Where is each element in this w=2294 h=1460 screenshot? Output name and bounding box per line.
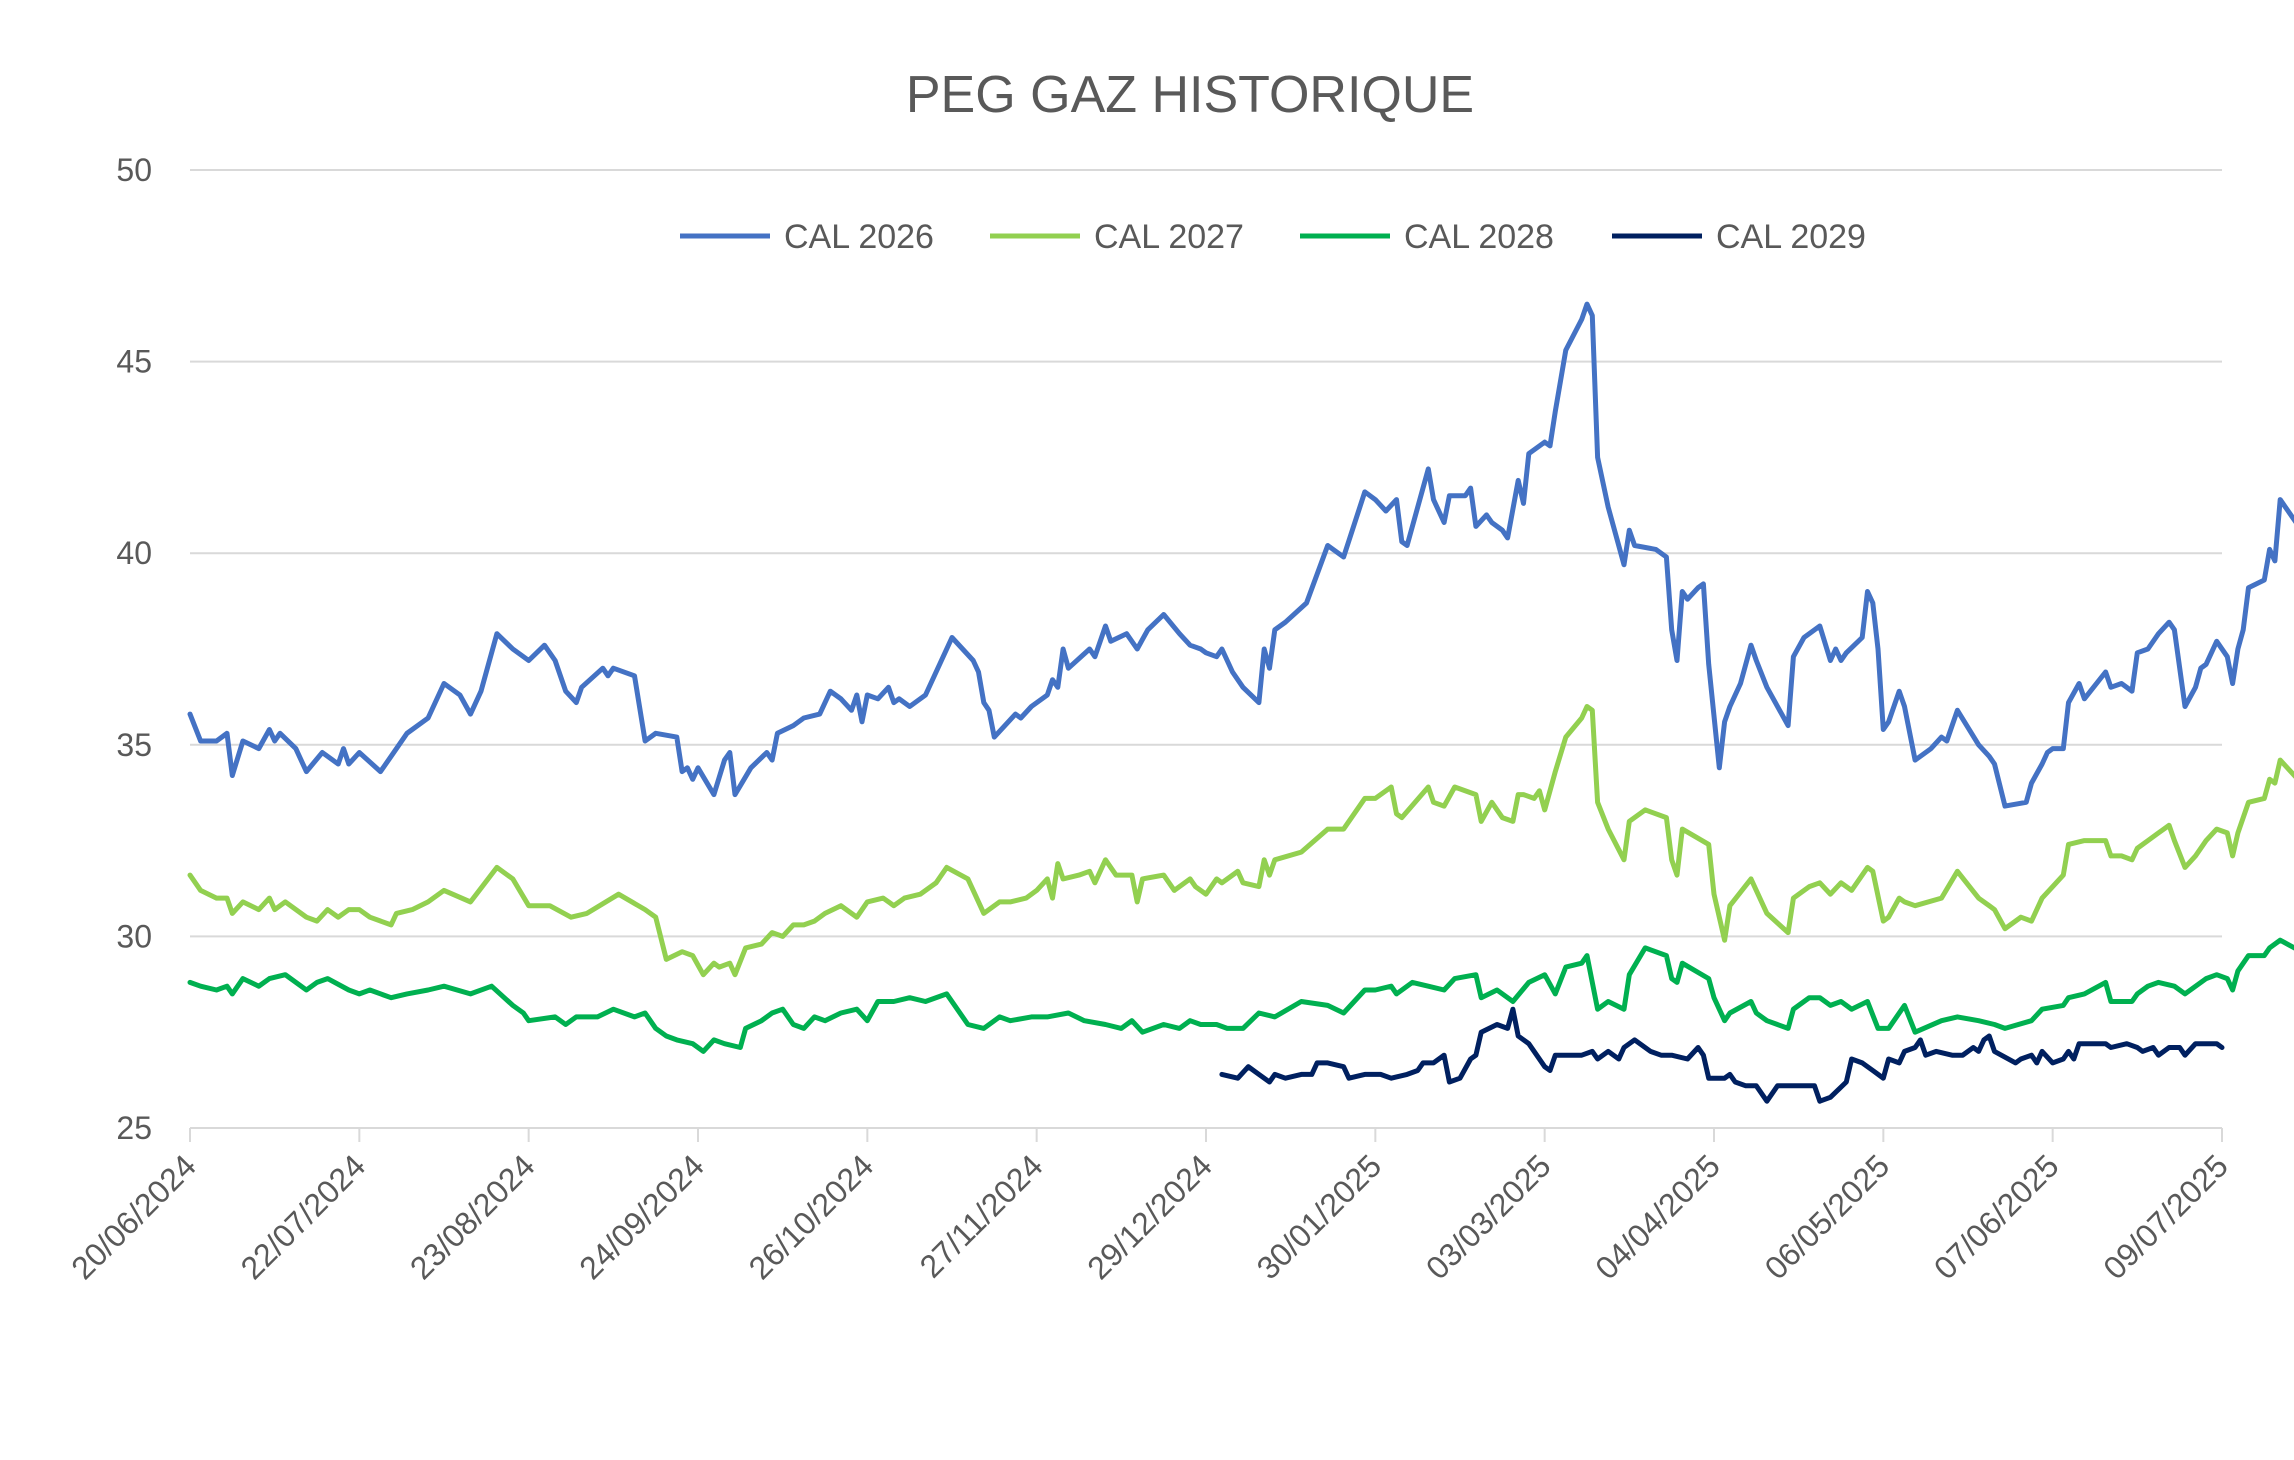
x-tick-label: 30/01/2025 [1250, 1147, 1389, 1286]
y-tick-label: 25 [116, 1110, 152, 1146]
series-line-3 [187, 937, 2294, 1054]
y-tick-label: 40 [116, 535, 152, 571]
y-tick-label: 35 [116, 727, 152, 763]
y-axis-ticks: 25 30 35 40 45 50 [116, 152, 152, 1146]
y-tick-label: 30 [116, 918, 152, 954]
series-line-1 [187, 301, 2294, 809]
y-tick-label: 45 [116, 344, 152, 380]
chart-title: PEG GAZ HISTORIQUE [906, 66, 1474, 124]
legend-label: CAL 2028 [1404, 218, 1554, 256]
x-tick-label: 24/09/2024 [572, 1147, 711, 1286]
x-tick-label: 07/06/2025 [1927, 1147, 2066, 1286]
x-tick-label: 22/07/2024 [234, 1147, 373, 1286]
series-lines [187, 301, 2294, 1104]
series-line-2 [187, 704, 2294, 978]
x-tick-label: 04/04/2025 [1588, 1147, 1727, 1286]
legend-label: CAL 2026 [784, 218, 934, 256]
series-line-4 [1219, 1006, 2225, 1104]
x-tick-label: 26/10/2024 [742, 1147, 881, 1286]
x-tick-label: 06/05/2025 [1758, 1147, 1897, 1286]
legend: CAL 2026 CAL 2027 CAL 2028 CAL 2029 [680, 218, 1866, 256]
legend-label: CAL 2029 [1716, 218, 1866, 256]
x-tick-label: 27/11/2024 [913, 1147, 1050, 1284]
x-tick-label: 23/08/2024 [403, 1147, 542, 1286]
y-tick-label: 50 [116, 152, 152, 188]
x-axis: 20/06/2024 22/07/2024 23/08/2024 24/09/2024… [64, 1128, 2235, 1286]
x-tick-label: 09/07/2025 [2096, 1147, 2235, 1286]
x-tick-label: 03/03/2025 [1419, 1147, 1558, 1286]
x-tick-label: 29/12/2024 [1080, 1147, 1219, 1286]
x-tick-label: 20/06/2024 [64, 1147, 203, 1286]
legend-label: CAL 2027 [1094, 218, 1244, 256]
